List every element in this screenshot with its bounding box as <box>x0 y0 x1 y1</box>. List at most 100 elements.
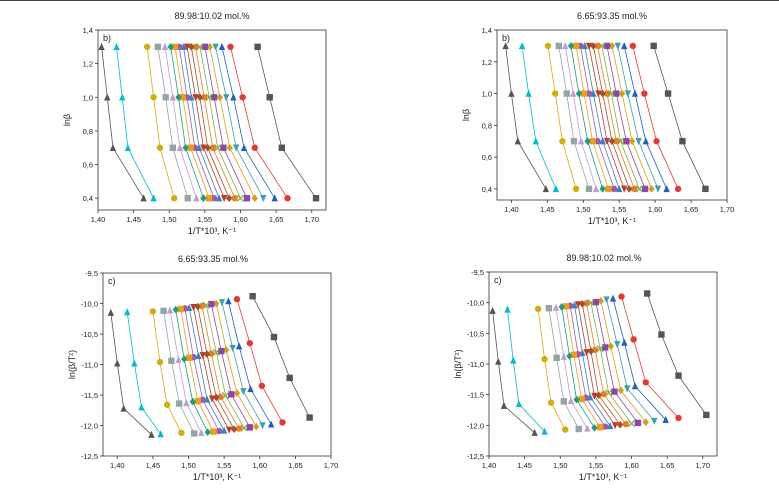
data-point <box>654 185 662 193</box>
series-line <box>590 302 632 424</box>
y-tick-label: 1,0 <box>482 90 492 99</box>
series-line <box>178 46 215 199</box>
series-15 <box>161 43 200 202</box>
x-tick-label: 1,40 <box>482 461 497 470</box>
y-tick-label: 0,4 <box>83 194 93 203</box>
series-line <box>152 311 182 433</box>
data-point <box>631 185 638 193</box>
data-point <box>230 425 238 433</box>
data-point <box>542 185 550 193</box>
data-point <box>631 89 639 97</box>
series-line <box>169 310 202 433</box>
series-line <box>561 306 595 429</box>
panel-letter: b) <box>502 33 510 43</box>
series-7 <box>598 42 643 193</box>
data-point <box>240 424 248 432</box>
series-17 <box>149 308 185 437</box>
data-point <box>635 185 643 193</box>
data-point <box>627 419 636 428</box>
data-point <box>193 194 200 202</box>
data-point <box>500 401 508 409</box>
data-point <box>662 416 669 424</box>
data-point <box>614 341 621 349</box>
series-10 <box>585 42 628 193</box>
data-point <box>508 89 515 97</box>
data-point <box>107 308 115 316</box>
series-line <box>101 46 144 199</box>
series-line <box>215 46 264 199</box>
data-point <box>172 305 179 314</box>
x-tick-label: 1,70 <box>304 215 319 224</box>
series-line <box>621 296 679 419</box>
data-point <box>621 185 628 193</box>
data-point <box>208 300 215 308</box>
series-line <box>569 305 606 427</box>
data-point <box>575 425 582 433</box>
x-tick-label: 1,50 <box>162 215 177 224</box>
series-9 <box>590 42 633 193</box>
y-tick-label: 0,6 <box>482 153 492 162</box>
data-point <box>179 94 186 101</box>
data-point <box>178 429 185 437</box>
data-point <box>247 385 254 393</box>
data-point <box>220 195 228 203</box>
data-point <box>623 138 630 145</box>
data-point <box>161 43 169 51</box>
series-8 <box>583 300 629 428</box>
series-8 <box>192 43 238 202</box>
series-5 <box>608 42 655 193</box>
data-point <box>119 93 126 101</box>
data-point <box>191 430 198 437</box>
series-16 <box>545 304 582 433</box>
data-point <box>109 143 117 151</box>
series-18 <box>113 43 157 202</box>
series-line <box>252 296 310 418</box>
data-point <box>143 43 151 51</box>
y-tick-label: -10,5 <box>81 330 98 339</box>
series-line <box>584 45 620 190</box>
series-line <box>170 46 204 199</box>
series-1 <box>643 290 710 419</box>
data-point <box>584 424 591 432</box>
data-point <box>504 305 511 313</box>
series-line <box>195 46 236 199</box>
data-point <box>514 137 522 145</box>
data-point <box>258 382 266 390</box>
series-line <box>110 312 152 435</box>
data-point <box>552 185 560 193</box>
data-point <box>567 42 575 50</box>
data-point <box>642 379 649 386</box>
series-8 <box>198 302 243 432</box>
data-point <box>585 185 593 193</box>
data-point <box>607 342 615 351</box>
data-point <box>611 388 618 395</box>
data-point <box>615 185 623 193</box>
y-tick-label: 0,4 <box>482 185 492 194</box>
data-point <box>541 427 548 435</box>
series-line <box>580 45 615 190</box>
data-point <box>610 185 618 193</box>
data-point <box>229 344 236 352</box>
chart-panel-bottom-left: 6.65:93.35 mol.% c) 1,40 1,45 1,50 1,55 1,60 1,… <box>67 254 338 482</box>
series-6 <box>592 298 642 427</box>
data-point <box>562 42 569 50</box>
data-point <box>626 185 633 193</box>
data-point <box>599 185 606 193</box>
data-point <box>214 144 222 152</box>
data-point <box>562 426 569 433</box>
data-point <box>204 428 211 437</box>
data-point <box>227 43 234 51</box>
y-tick-label: 0,8 <box>482 121 492 130</box>
series-line <box>116 46 154 199</box>
series-line <box>606 45 646 190</box>
series-16 <box>154 43 191 202</box>
data-point <box>675 414 682 422</box>
data-point <box>545 304 553 312</box>
series-line <box>199 46 241 199</box>
series-13 <box>572 42 612 193</box>
data-point <box>240 388 247 396</box>
y-tick-label: -10,0 <box>81 300 98 309</box>
x-axis-label: 1/T*10³, K⁻¹ <box>579 472 627 482</box>
series-19 <box>107 308 155 438</box>
data-point <box>200 144 207 152</box>
